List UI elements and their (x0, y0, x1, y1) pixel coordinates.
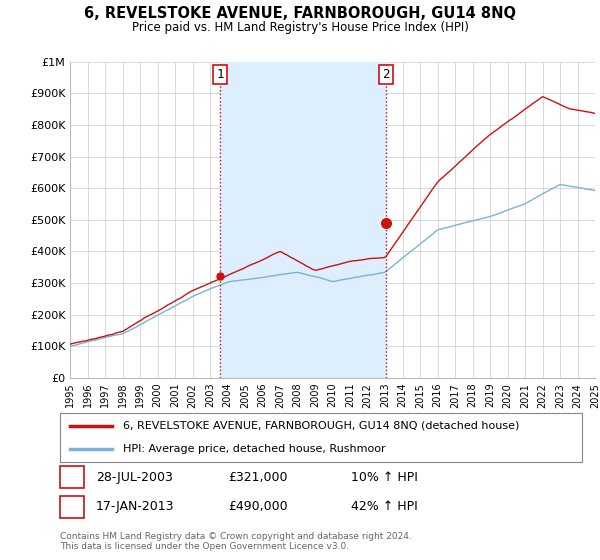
Text: 28-JUL-2003: 28-JUL-2003 (97, 470, 173, 484)
Text: Contains HM Land Registry data © Crown copyright and database right 2024.
This d: Contains HM Land Registry data © Crown c… (60, 532, 412, 552)
Text: 17-JAN-2013: 17-JAN-2013 (96, 500, 174, 514)
Text: 2: 2 (382, 68, 390, 81)
Text: 1: 1 (217, 68, 224, 81)
Text: 2: 2 (68, 500, 76, 514)
Text: 6, REVELSTOKE AVENUE, FARNBOROUGH, GU14 8NQ: 6, REVELSTOKE AVENUE, FARNBOROUGH, GU14 … (84, 6, 516, 21)
Text: HPI: Average price, detached house, Rushmoor: HPI: Average price, detached house, Rush… (122, 444, 385, 454)
Text: Price paid vs. HM Land Registry's House Price Index (HPI): Price paid vs. HM Land Registry's House … (131, 21, 469, 34)
Text: 1: 1 (68, 470, 76, 484)
Text: 10% ↑ HPI: 10% ↑ HPI (350, 470, 418, 484)
Text: £490,000: £490,000 (228, 500, 288, 514)
Text: 42% ↑ HPI: 42% ↑ HPI (350, 500, 418, 514)
Bar (220, 62, 386, 378)
Text: £321,000: £321,000 (228, 470, 288, 484)
Text: 6, REVELSTOKE AVENUE, FARNBOROUGH, GU14 8NQ (detached house): 6, REVELSTOKE AVENUE, FARNBOROUGH, GU14 … (122, 421, 519, 431)
